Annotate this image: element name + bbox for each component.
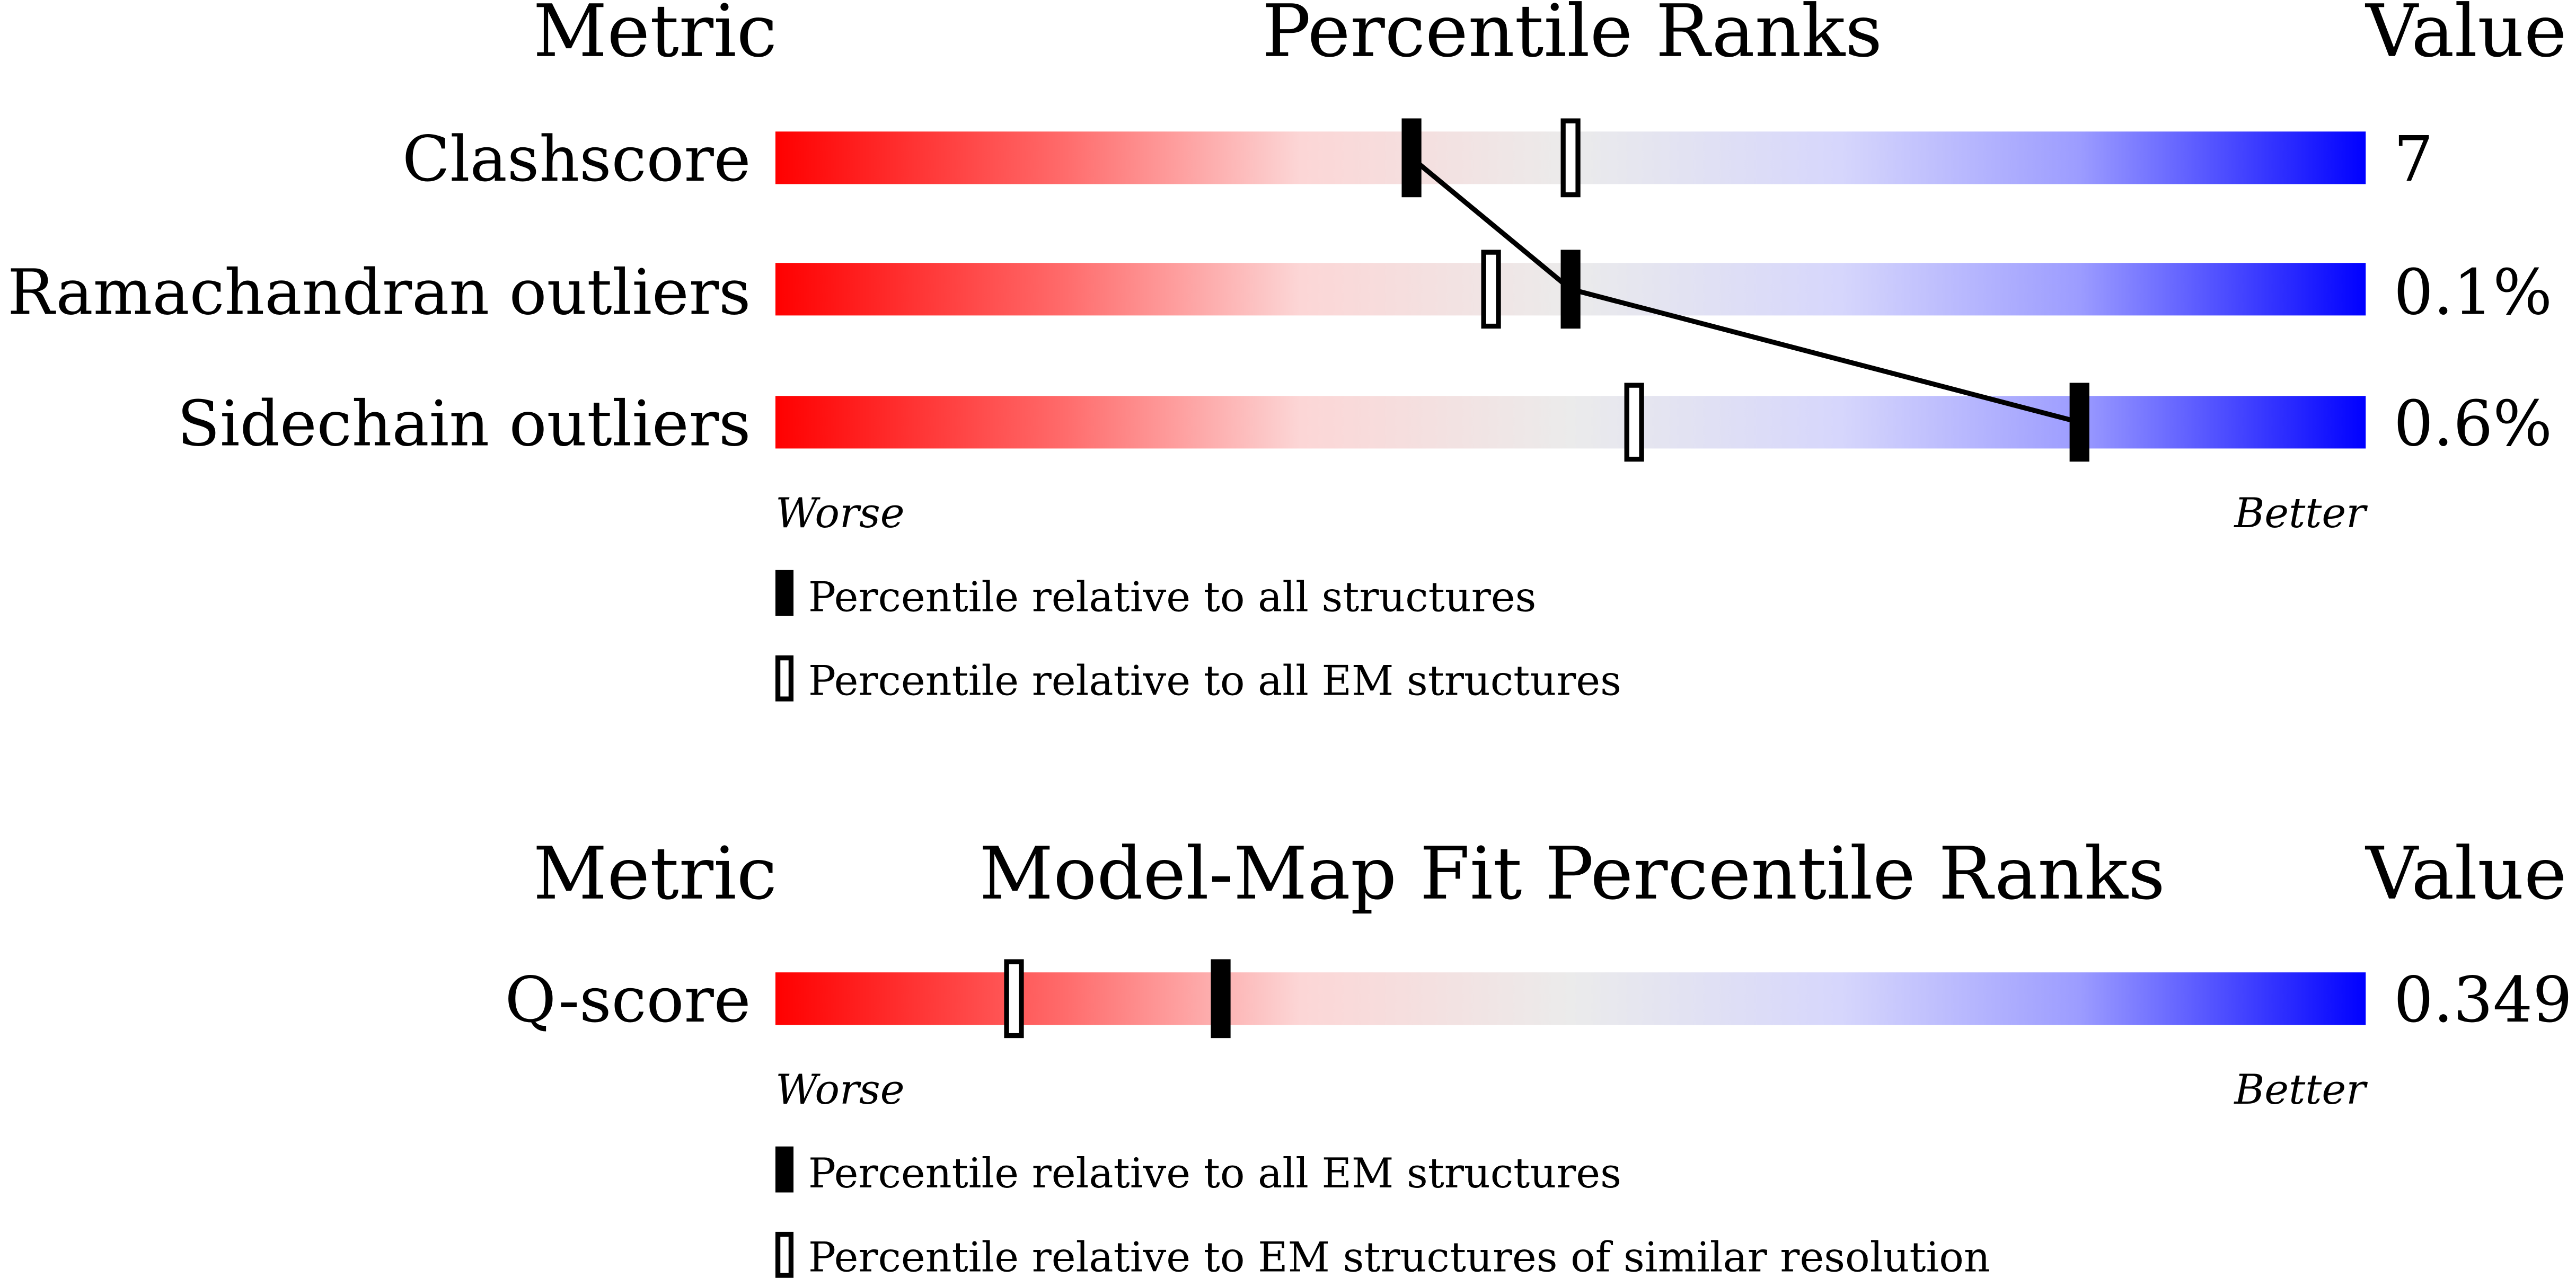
legend-open-marker [775, 655, 794, 702]
panel-model-map-fit: Metric Model-Map Fit Percentile Ranks Va… [505, 832, 2573, 1278]
worse-label: Worse [775, 1066, 905, 1114]
legend-open-marker [775, 1231, 794, 1278]
legend-filled-marker [775, 1146, 794, 1193]
percentile-scale-bar [775, 972, 2366, 1025]
percentile-markers [1004, 959, 1231, 1039]
chart-title: Percentile Ranks [1262, 0, 1882, 74]
legend-filled-marker [775, 570, 794, 616]
percentile-markers [1401, 118, 2089, 462]
metric-value: 7 [2394, 123, 2433, 196]
better-label: Better [2233, 1066, 2368, 1114]
legend-label-similar-res: Percentile relative to EM structures of … [808, 1233, 1990, 1278]
em-percentile-marker [1624, 383, 1644, 462]
panel-percentile-ranks: Metric Percentile Ranks Value Clashscore… [7, 0, 2567, 705]
metric-label: Ramachandran outliers [7, 256, 751, 329]
em-percentile-marker [1481, 250, 1501, 329]
metric-value: 0.1% [2394, 256, 2552, 329]
metric-label: Sidechain outliers [177, 387, 751, 460]
metric-label: Q-score [505, 964, 751, 1036]
value-header: Value [2365, 0, 2566, 74]
legend-label-all-em: Percentile relative to all EM structures [808, 1150, 1621, 1197]
better-label: Better [2233, 490, 2368, 537]
chart-title: Model-Map Fit Percentile Ranks [980, 832, 2165, 916]
all-percentile-marker [2069, 383, 2089, 462]
all-percentile-marker [1401, 118, 1422, 198]
legend-label-all: Percentile relative to all structures [808, 573, 1536, 621]
legend-label-em: Percentile relative to all EM structures [808, 657, 1621, 705]
metric-value: 0.349 [2394, 964, 2572, 1036]
metric-header: Metric [533, 0, 777, 74]
metric-label: Clashscore [402, 123, 751, 196]
value-header: Value [2365, 832, 2566, 916]
metric-value: 0.6% [2394, 387, 2552, 460]
all-percentile-marker [1211, 959, 1231, 1039]
percentile-scale-bar [775, 396, 2366, 449]
em-percentile-marker [1004, 959, 1024, 1039]
worse-label: Worse [775, 490, 905, 537]
metric-header: Metric [533, 832, 777, 916]
em-percentile-marker [1560, 118, 1581, 198]
all-percentile-marker [1560, 250, 1581, 329]
